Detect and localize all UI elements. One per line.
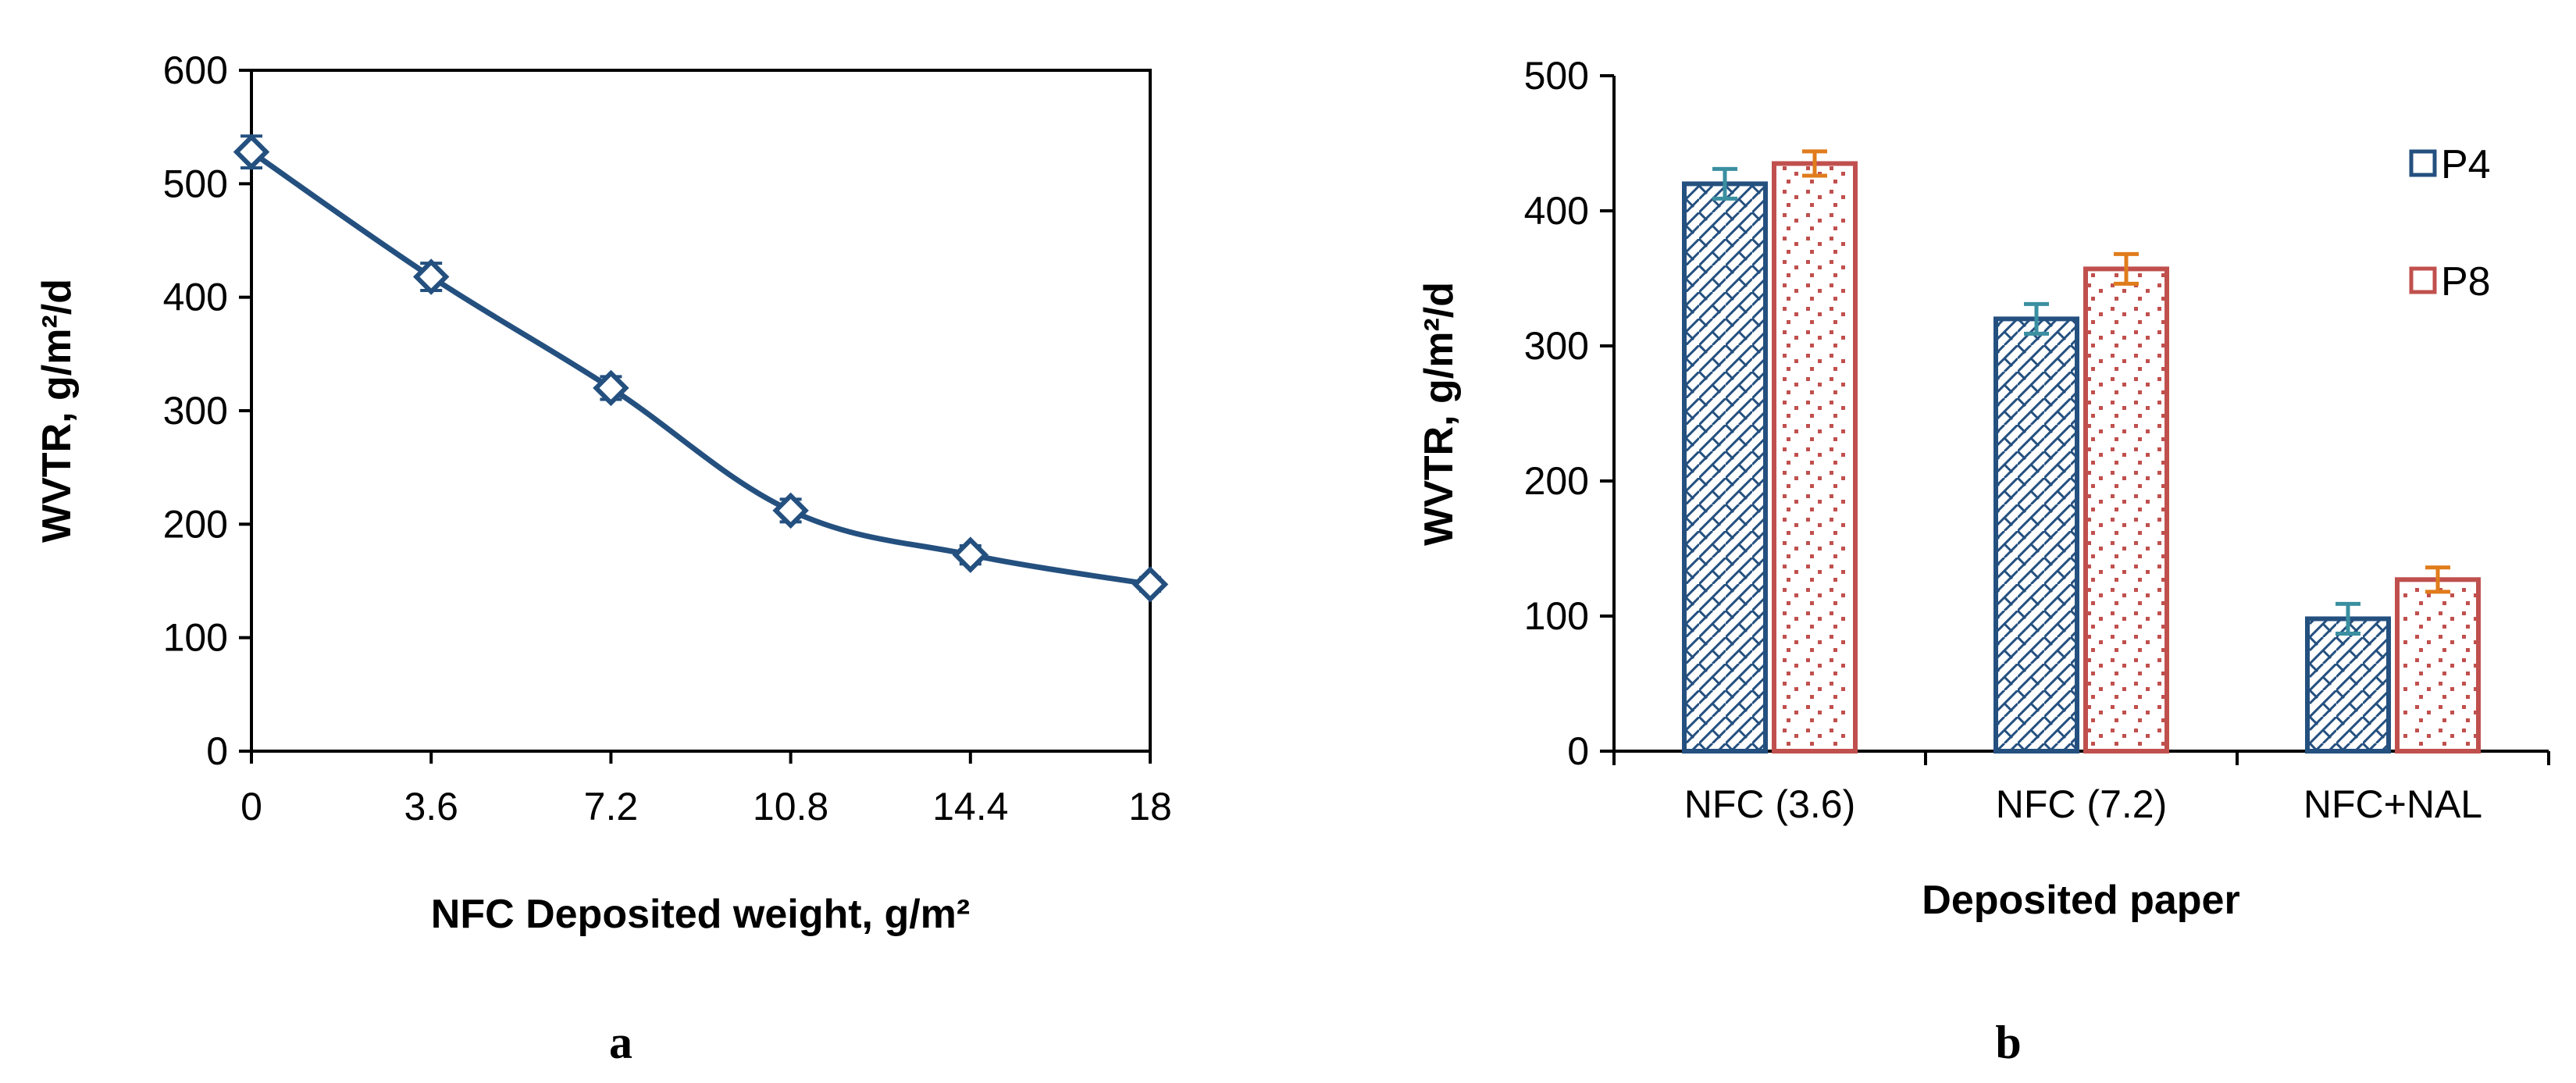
chart-b-error-bar-p8 <box>1802 149 1827 178</box>
chart-a-y-tick-label: 100 <box>163 616 228 660</box>
chart-b-y-tick-label: 400 <box>1524 189 1589 233</box>
chart-a-x-tick-label: 7.2 <box>584 785 639 828</box>
chart-a-data-point <box>952 536 989 573</box>
chart-a-data-point <box>1131 566 1169 603</box>
chart-a-y-tick-label: 500 <box>163 162 228 205</box>
chart-a-y-axis-label: WVTR, g/m²/d <box>34 279 80 543</box>
chart-b-error-bar-p4 <box>2336 601 2360 636</box>
legend-label-p4: P4 <box>2441 142 2491 187</box>
chart-b-y-tick-label: 300 <box>1524 324 1589 368</box>
chart-a-x-axis-label: NFC Deposited weight, g/m² <box>431 892 970 937</box>
chart-a-series-line <box>250 149 1151 587</box>
chart-a-x-tick-label: 0 <box>240 785 262 828</box>
chart-b-bar-p4 <box>1993 316 2079 753</box>
chart-a-data-point <box>772 492 809 529</box>
chart-b-y-tick-label: 100 <box>1524 594 1589 638</box>
chart-b-category-label: NFC (7.2) <box>1996 782 2167 826</box>
chart-a-data-point <box>233 134 270 170</box>
chart-b-error-bar-p8 <box>2425 565 2450 594</box>
legend-swatch-p4 <box>2409 149 2437 177</box>
chart-b-error-bar-p4 <box>1712 166 1737 201</box>
legend-label-p8: P8 <box>2441 259 2491 305</box>
chart-b-bar-p8 <box>1772 161 1858 753</box>
chart-b-error-bar-p4 <box>2024 301 2049 336</box>
chart-b-bar-p4 <box>2305 616 2391 754</box>
chart-b-error-bar-p8 <box>2114 251 2139 286</box>
chart-b: 0 100 200 300 400 500 NFC (3.6) NFC (7.2) NFC+N… <box>1416 54 2550 1068</box>
chart-a-x-tick-label: 18 <box>1128 785 1172 828</box>
chart-a-y-tick-label: 300 <box>163 389 228 433</box>
chart-a-x-tick-label: 3.6 <box>404 785 458 828</box>
panel-label-a: a <box>609 1017 632 1068</box>
chart-b-y-axis-label: WVTR, g/m²/d <box>1416 282 1462 546</box>
chart-a-y-tick-label: 0 <box>206 729 228 773</box>
chart-b-y-tick-label: 0 <box>1567 729 1589 773</box>
chart-b-bar-p8 <box>2083 266 2169 753</box>
chart-a-data-point <box>412 258 450 295</box>
chart-b-x-axis-label: Deposited paper <box>1922 878 2239 923</box>
chart-b-legend: P4 P8 <box>2409 142 2491 305</box>
chart-a-x-tick-label: 10.8 <box>753 785 828 828</box>
chart-b-bar-p8 <box>2395 577 2481 753</box>
chart-b-y-tick-label: 500 <box>1524 54 1589 98</box>
chart-b-bar-p4 <box>1682 181 1768 753</box>
chart-a-x-tick-label: 14.4 <box>932 785 1008 828</box>
chart-a-plot-frame <box>250 69 1152 753</box>
chart-b-category-label: NFC+NAL <box>2303 782 2482 826</box>
chart-a-y-tick-label: 600 <box>163 48 228 92</box>
legend-swatch-p8 <box>2409 266 2437 294</box>
chart-a: 0 100 200 300 400 500 600 0 3.6 7.2 10.8 14.4 18 WV… <box>34 48 1172 1068</box>
chart-b-y-tick-label: 200 <box>1524 459 1589 503</box>
chart-b-category-label: NFC (3.6) <box>1684 782 1855 826</box>
chart-a-data-point <box>593 369 629 407</box>
chart-a-y-tick-label: 200 <box>163 502 228 546</box>
chart-a-y-tick-label: 400 <box>163 276 228 319</box>
panel-label-b: b <box>1995 1017 2021 1068</box>
